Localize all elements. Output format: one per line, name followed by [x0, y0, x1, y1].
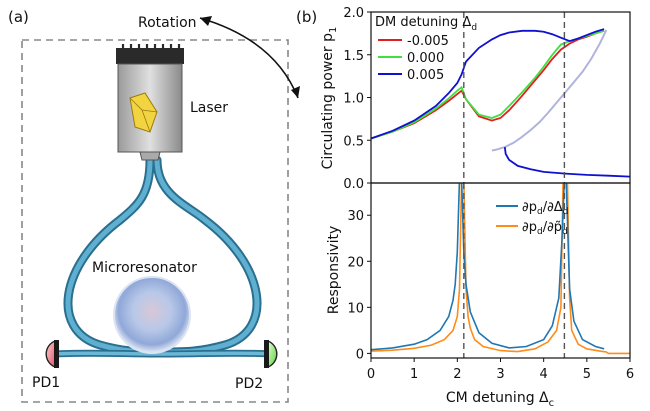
panel-a: (a) Rotation	[8, 8, 300, 403]
top-series-line-2	[371, 28, 605, 140]
top-ytick-label-4: 2.0	[343, 6, 364, 21]
bottom-series-line-0	[371, 183, 605, 351]
laser-label: Laser	[190, 100, 228, 116]
top-ytick-label-3: 1.5	[343, 49, 364, 64]
bottom-xtick-label-3: 3	[496, 367, 504, 382]
top-series-line-0	[371, 29, 605, 140]
bottom-xtick-label-4: 4	[540, 367, 548, 382]
bottom-y-axis-label: Responsivity	[326, 226, 342, 314]
legend-entry-dpd-ddelta: ∂pd/∂Δd	[522, 200, 568, 217]
legend-entry-dpd-dpt: ∂pd/∂p̃d	[522, 220, 568, 237]
top-series-line-1	[371, 29, 605, 140]
rotation-arrowhead-end	[291, 86, 300, 98]
bottom-ytick-label-1: 10	[347, 301, 364, 316]
microresonator-label: Microresonator	[92, 260, 197, 276]
bottom-x-axis-label: CM detuning Δc	[446, 390, 554, 409]
bottom-xtick-label-0: 0	[367, 367, 375, 382]
bottom-plot: 0 10 20 30 0 1 2 3 4 5 6 Responsivity CM detuning…	[326, 182, 634, 409]
pd1	[45, 339, 59, 369]
top-grey-branch	[491, 29, 608, 152]
pd1-label: PD1	[32, 375, 60, 391]
rotation-arrowhead-start	[200, 16, 212, 26]
bottom-xtick-label-6: 6	[626, 367, 634, 382]
legend-entry-neg: -0.005	[407, 34, 449, 49]
laser	[116, 44, 184, 161]
panel-a-label: (a)	[8, 8, 29, 26]
bottom-ytick-label-0: 0	[356, 347, 364, 362]
top-y-axis-label: Circulating power p1	[320, 27, 339, 170]
top-ytick-label-2: 1.0	[343, 92, 364, 107]
top-lower-branch	[503, 146, 630, 178]
rotation-arrow	[199, 17, 299, 99]
pd2	[264, 339, 278, 369]
bottom-legend: ∂pd/∂Δd ∂pd/∂p̃d	[496, 200, 568, 237]
bottom-ytick-label-3: 30	[347, 209, 364, 224]
bottom-ytick-label-2: 20	[347, 255, 364, 270]
device-boundary	[21, 39, 289, 403]
legend-entry-pos: 0.005	[407, 68, 444, 83]
microresonator-sphere	[113, 276, 191, 354]
bottom-xtick-label-5: 5	[583, 367, 591, 382]
pd2-label: PD2	[235, 376, 263, 392]
legend-entry-zero: 0.000	[407, 51, 444, 66]
panel-b-label: (b)	[296, 8, 317, 26]
bottom-xtick-label-1: 1	[410, 367, 418, 382]
top-legend-title: DM detuning Δd	[375, 15, 477, 33]
bottom-plot-frame	[370, 182, 631, 359]
top-ytick-label-1: 0.5	[343, 134, 364, 149]
top-ytick-label-0: 0.0	[343, 177, 364, 192]
bottom-xtick-label-2: 2	[453, 367, 461, 382]
panel-b: (b) 0.0 0.5 1.0 1.5 2.0 Circulating power p1…	[296, 6, 634, 409]
top-legend: DM detuning Δd -0.005 0.000 0.005	[375, 15, 477, 83]
top-plot: 0.0 0.5 1.0 1.5 2.0 Circulating power p1 DM …	[320, 6, 631, 192]
bottom-series-line-1	[371, 183, 630, 355]
rotation-label: Rotation	[138, 15, 197, 31]
